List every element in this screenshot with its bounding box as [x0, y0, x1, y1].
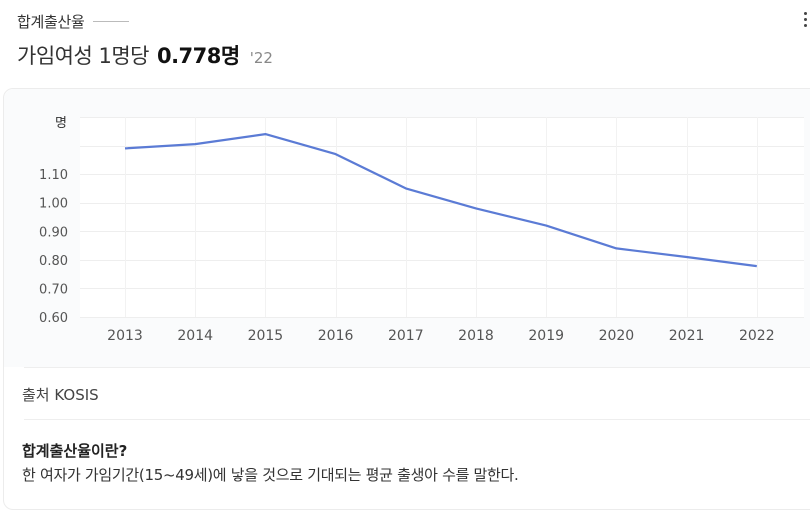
headline: 가임여성 1명당 0.778명 '22	[17, 40, 797, 70]
subtitle-decor-line	[92, 20, 129, 22]
y-tick-label: 0.60	[39, 311, 68, 326]
x-tick-label: 2022	[739, 328, 775, 344]
chart-card: 0.60 0.70 0.80 0.90 1.00 1.10 2013 2014 2015 2016…	[3, 88, 810, 510]
grid-layer	[80, 117, 804, 318]
y-tick-label: 1.00	[39, 197, 68, 212]
definition-title: 합계출산율이란?	[22, 442, 128, 460]
y-tick-label: 1.10	[39, 168, 68, 183]
source-text: 출처 KOSIS	[22, 386, 99, 404]
plot-background	[80, 117, 804, 317]
x-tick-label: 2015	[248, 328, 284, 344]
x-tick-label: 2017	[388, 328, 424, 344]
tick-layer: 0.60 0.70 0.80 0.90 1.00 1.10 2013 2014 2015 2016…	[39, 168, 775, 344]
line-layer	[124, 132, 757, 268]
definition-text: 한 여자가 가임기간(15~49세)에 낳을 것으로 기대되는 평균 출생아 수…	[22, 466, 519, 484]
y-tick-label: 0.90	[39, 225, 68, 240]
chart-area: 0.60 0.70 0.80 0.90 1.00 1.10 2013 2014 2015 2016…	[4, 89, 810, 367]
subtitle-row: 합계출산율	[17, 10, 797, 32]
line-chart: 0.60 0.70 0.80 0.90 1.00 1.10 2013 2014 2015 2016…	[39, 116, 804, 344]
divider-top	[24, 367, 810, 368]
x-tick-label: 2019	[528, 328, 564, 344]
header: 합계출산율 가임여성 1명당 0.778명 '22	[17, 10, 797, 70]
x-tick-label: 2020	[599, 328, 635, 344]
x-tick-label: 2021	[669, 328, 705, 344]
series-line	[124, 132, 757, 268]
y-axis-unit-label: 명	[55, 116, 67, 131]
chart-subtitle: 합계출산율	[17, 12, 85, 31]
x-tick-label: 2016	[318, 328, 354, 344]
headline-prefix: 가임여성 1명당	[17, 44, 149, 68]
divider-middle	[24, 419, 810, 420]
x-tick-label: 2013	[107, 328, 143, 344]
x-tick-label: 2014	[177, 328, 213, 344]
x-tick-label: 2018	[458, 328, 494, 344]
y-tick-label: 0.70	[39, 282, 68, 297]
y-tick-label: 0.80	[39, 254, 68, 269]
more-options-icon[interactable]	[804, 12, 808, 30]
headline-value: 0.778명	[156, 44, 240, 68]
headline-year: '22	[249, 49, 273, 67]
